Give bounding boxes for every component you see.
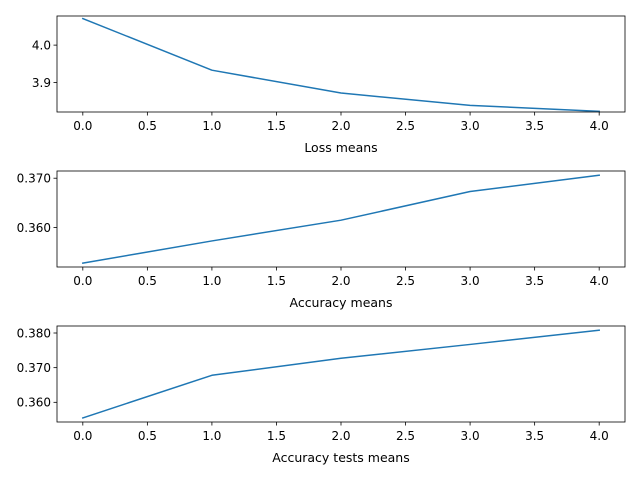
accuracy-means-y-tick-label: 0.370: [17, 172, 51, 186]
accuracy-tests-means-series-line-0: [81, 329, 601, 419]
accuracy-tests-means-x-tick-label: 1.0: [202, 429, 221, 443]
accuracy-tests-means-x-tick-label: 2.5: [396, 429, 415, 443]
accuracy-tests-means-x-tick-label: 0.0: [73, 429, 92, 443]
accuracy-tests-means-x-tick-label: 4.0: [590, 429, 609, 443]
accuracy-tests-means-x-tick-label: 0.5: [138, 429, 157, 443]
accuracy-means-x-tick-label: 1.5: [267, 274, 286, 288]
accuracy-tests-means-y-tick-label: 0.370: [17, 361, 51, 375]
accuracy-tests-means-x-tick-label: 2.0: [331, 429, 350, 443]
accuracy-means-x-tick-label: 0.5: [138, 274, 157, 288]
accuracy-means-x-tick-label: 2.0: [331, 274, 350, 288]
accuracy-means-series-line-0: [81, 174, 601, 265]
accuracy-means-x-tick-label: 3.5: [525, 274, 544, 288]
accuracy-tests-means-plot: 0.0 0.5 1.0 1.5 2.0 2.5 3.0 3.5 4.0 0.360 0.370 0.3…: [17, 325, 626, 465]
loss-means-y-tick-label: 3.9: [32, 76, 51, 90]
accuracy-means-x-tick-label: 3.0: [461, 274, 480, 288]
loss-means-x-tick-label: 4.0: [590, 119, 609, 133]
accuracy-means-x-axis-label: Accuracy means: [289, 295, 392, 310]
loss-means-x-tick-label: 3.0: [461, 119, 480, 133]
accuracy-means-x-tick-label: 1.0: [202, 274, 221, 288]
loss-means-x-tick-label: 1.5: [267, 119, 286, 133]
loss-means-x-tick-label: 1.0: [202, 119, 221, 133]
accuracy-means-plot: 0.0 0.5 1.0 1.5 2.0 2.5 3.0 3.5 4.0 0.360 0.370 Acc…: [17, 170, 626, 310]
accuracy-tests-means-y-tick-label: 0.380: [17, 326, 51, 340]
loss-means-x-tick-label: 2.5: [396, 119, 415, 133]
accuracy-means-x-tick-label: 2.5: [396, 274, 415, 288]
loss-means-x-tick-label: 0.0: [73, 119, 92, 133]
accuracy-tests-means-x-tick-label: 1.5: [267, 429, 286, 443]
loss-means-x-tick-label: 2.0: [331, 119, 350, 133]
loss-means-y-tick-label: 4.0: [32, 38, 51, 52]
accuracy-means-y-tick-label: 0.360: [17, 221, 51, 235]
accuracy-means-x-tick-label: 4.0: [590, 274, 609, 288]
loss-means-x-axis-label: Loss means: [304, 140, 377, 155]
accuracy-tests-means-x-axis-label: Accuracy tests means: [272, 450, 410, 465]
accuracy-tests-means-x-tick-label: 3.5: [525, 429, 544, 443]
accuracy-means-x-tick-label: 0.0: [73, 274, 92, 288]
loss-means-plot: 0.0 0.5 1.0 1.5 2.0 2.5 3.0 3.5 4.0 3.9 4.0 Loss me…: [32, 15, 626, 155]
loss-means-x-tick-label: 0.5: [138, 119, 157, 133]
loss-means-x-tick-label: 3.5: [525, 119, 544, 133]
accuracy-tests-means-x-tick-label: 3.0: [461, 429, 480, 443]
accuracy-tests-means-y-tick-label: 0.360: [17, 396, 51, 410]
loss-means-series-line-0: [81, 17, 600, 113]
